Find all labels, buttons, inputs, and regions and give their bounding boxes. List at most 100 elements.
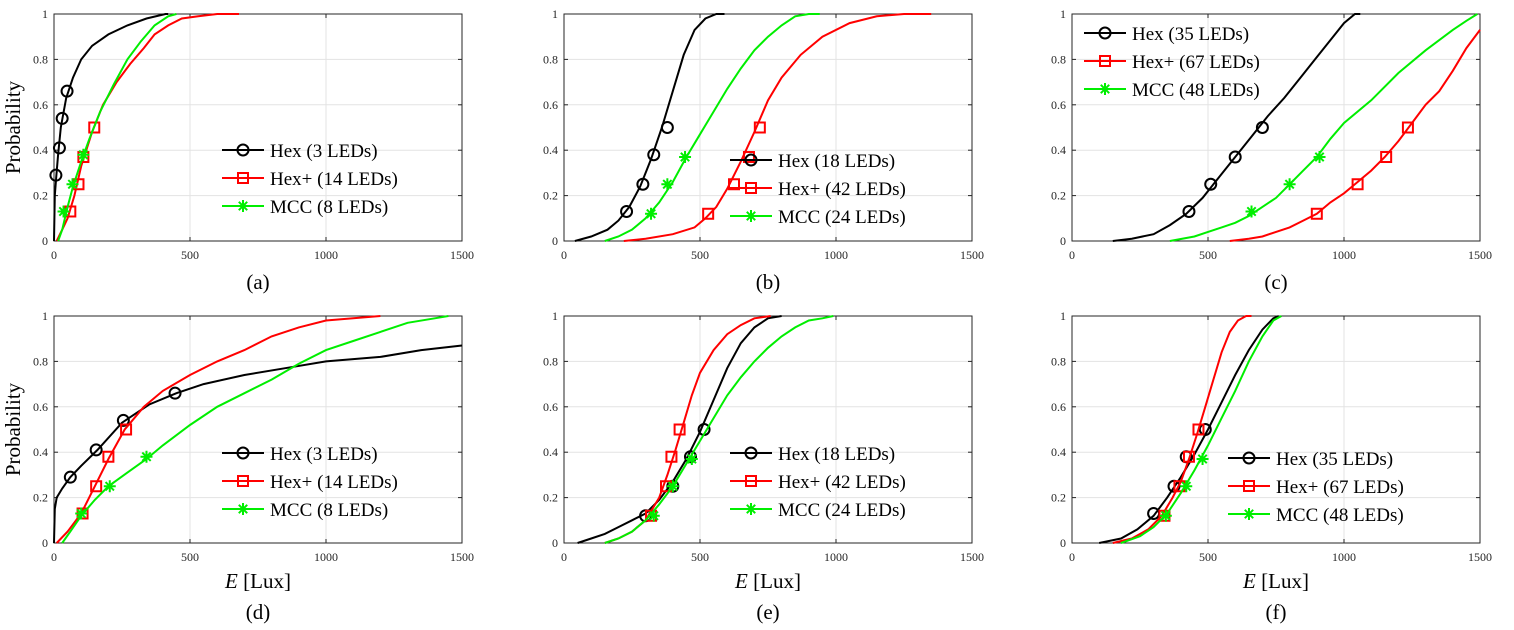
- series-line-2: [604, 13, 820, 242]
- series-1-marker-3: [1401, 121, 1414, 134]
- x-tick-label: 500: [1199, 248, 1217, 262]
- legend-entry: MCC (24 LEDs): [778, 207, 906, 228]
- y-tick-label: 0.6: [543, 98, 558, 112]
- series-line-1: [55, 13, 239, 242]
- series-1-marker-2: [742, 151, 755, 164]
- axes-frame: [1071, 315, 1481, 544]
- series-2-marker-0: [1159, 509, 1172, 522]
- x-tick-label: 0: [51, 550, 57, 564]
- y-tick-label: 0.8: [1051, 52, 1066, 66]
- x-axis-label-symbol: E: [1242, 569, 1256, 593]
- legend-marker-0: [236, 446, 250, 460]
- series-1-marker-0: [702, 207, 715, 220]
- x-tick-label: 0: [561, 550, 567, 564]
- y-tick-label: 1: [1060, 309, 1066, 323]
- x-axis-label-unit: [Lux]: [748, 569, 801, 593]
- y-tick-label: 0: [1060, 536, 1066, 550]
- series-1-marker-0: [1310, 207, 1323, 220]
- series-2-marker-0-stroke-3: [646, 208, 656, 219]
- x-tick-label: 500: [181, 248, 199, 262]
- legend-marker-2-stroke-3: [238, 201, 248, 211]
- panel-label: (d): [246, 600, 271, 624]
- x-tick-label: 1000: [314, 550, 338, 564]
- series-2-marker-0-stroke-3: [58, 206, 69, 217]
- series-0-marker-0: [49, 168, 63, 182]
- series-1-marker-2: [1182, 450, 1195, 463]
- series-1-marker-1: [1351, 178, 1364, 191]
- y-tick-label: 1: [552, 7, 558, 21]
- series-line-0: [577, 315, 782, 544]
- legend-marker-0: [1098, 26, 1112, 40]
- series-1-marker-3: [120, 423, 133, 436]
- series-0-marker-2: [55, 111, 69, 125]
- x-tick-label: 1000: [1332, 248, 1356, 262]
- legend-marker-1: [237, 172, 249, 184]
- y-tick-label: 0: [552, 536, 558, 550]
- panel-label: (b): [756, 270, 781, 294]
- y-axis-label: Probability: [1, 382, 25, 476]
- axes-frame: [563, 13, 973, 242]
- x-tick-label: 0: [1069, 248, 1075, 262]
- y-tick-label: 1: [552, 309, 558, 323]
- x-tick-label: 1500: [960, 248, 984, 262]
- y-axis-label: Probability: [1, 80, 25, 174]
- series-line-0: [574, 13, 725, 242]
- series-2-marker-0-stroke-3: [1160, 510, 1171, 521]
- series-1-marker-1: [728, 178, 740, 191]
- legend-entry: Hex (35 LEDs): [1132, 24, 1249, 45]
- x-tick-label: 500: [1199, 550, 1217, 564]
- y-tick-label: 0: [552, 234, 558, 248]
- panel-0: 0 500 1000 1500 0 0.2 0.4 0.6 0.8 1 Probability (a)…: [1, 7, 474, 294]
- y-tick-label: 1: [1060, 7, 1066, 21]
- x-tick-label: 1500: [450, 550, 474, 564]
- y-tick-label: 0.4: [543, 445, 558, 459]
- y-tick-label: 0.4: [33, 143, 48, 157]
- series-line-0: [53, 13, 169, 242]
- series-2-marker-2-stroke-3: [1197, 454, 1208, 464]
- legend-entry: Hex+ (67 LEDs): [1276, 477, 1404, 498]
- series-0-marker-1: [1204, 177, 1218, 191]
- series-line-0: [53, 344, 463, 544]
- series-0-marker-0: [620, 204, 634, 218]
- legend-entry: MCC (24 LEDs): [778, 500, 906, 521]
- legend-marker-1: [237, 475, 249, 487]
- y-tick-label: 0.8: [543, 52, 558, 66]
- x-axis-label-unit: [Lux]: [1256, 569, 1309, 593]
- axes-frame: [53, 13, 463, 242]
- y-tick-label: 0.6: [1051, 98, 1066, 112]
- y-tick-label: 0: [42, 234, 48, 248]
- series-line-1: [1112, 315, 1252, 544]
- series-2-marker-2-stroke-3: [141, 451, 152, 462]
- series-2-marker-2: [77, 148, 90, 161]
- x-tick-label: 1000: [1332, 550, 1356, 564]
- legend-marker-2: [1243, 508, 1255, 520]
- series-0-marker-0: [1182, 204, 1196, 218]
- y-tick-label: 0.4: [543, 143, 558, 157]
- y-tick-label: 0.4: [1051, 143, 1066, 157]
- series-1-marker-3: [673, 423, 686, 436]
- series-2-marker-1: [66, 178, 79, 191]
- x-tick-label: 500: [181, 550, 199, 564]
- panel-1: 0 500 1000 1500 0 0.2 0.4 0.6 0.8 1 (b) Hex (18 LED…: [543, 7, 984, 294]
- series-1-marker-2: [665, 450, 678, 463]
- legend-marker-2: [1099, 83, 1111, 95]
- legend-marker-0: [744, 446, 758, 460]
- x-tick-label: 1500: [1468, 248, 1492, 262]
- legend-marker-2: [237, 200, 249, 212]
- legend-entry: MCC (48 LEDs): [1276, 505, 1404, 526]
- x-tick-label: 1500: [1468, 550, 1492, 564]
- y-tick-label: 0.6: [1051, 400, 1066, 414]
- panel-5: 0 500 1000 1500 0 0.2 0.4 0.6 0.8 1 E [Lux] (f) Hex …: [1051, 309, 1492, 624]
- x-axis-label: E [Lux]: [1242, 569, 1309, 593]
- y-tick-label: 0.8: [33, 52, 48, 66]
- y-tick-label: 0.8: [1051, 354, 1066, 368]
- x-axis-label-symbol: E: [224, 569, 238, 593]
- series-0-marker-0: [1147, 506, 1161, 520]
- series-2-marker-2-stroke-3: [686, 454, 697, 464]
- series-line-2: [61, 315, 449, 544]
- series-0-marker-2: [683, 450, 697, 464]
- series-line-0: [1112, 13, 1361, 242]
- series-2-marker-2-stroke-3: [680, 152, 690, 162]
- x-tick-label: 500: [691, 248, 709, 262]
- x-tick-label: 1500: [450, 248, 474, 262]
